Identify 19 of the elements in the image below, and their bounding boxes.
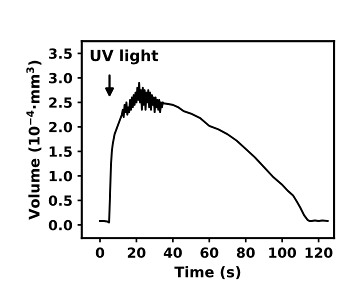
y-tick-label: 0.0 <box>48 220 72 230</box>
x-tick-label: 120 <box>306 247 332 258</box>
annotation: UV light <box>90 49 158 64</box>
y-tick-label: 2.0 <box>49 122 72 132</box>
x-tick-label: 40 <box>164 247 182 258</box>
x-axis-title: Time (s) <box>174 266 240 280</box>
y-tick-label: 1.0 <box>50 170 72 182</box>
line-series <box>99 82 329 224</box>
x-tick-label: 60 <box>200 247 218 258</box>
y-tick-label: 3.0 <box>49 72 72 84</box>
y-tick-label: 1.5 <box>50 146 72 157</box>
y-axis-title: Volume (10$^{−4}$·mm$^{3}$) <box>26 60 42 220</box>
x-tick-label: 20 <box>128 247 146 258</box>
x-tick-label: 100 <box>269 247 296 258</box>
x-tick-label: 80 <box>236 247 255 258</box>
x-tick-label: 0 <box>96 247 104 258</box>
y-tick-label: 2.5 <box>49 97 72 108</box>
y-tick-label: 0.5 <box>48 195 72 206</box>
y-tick-label: 3.5 <box>49 48 72 59</box>
